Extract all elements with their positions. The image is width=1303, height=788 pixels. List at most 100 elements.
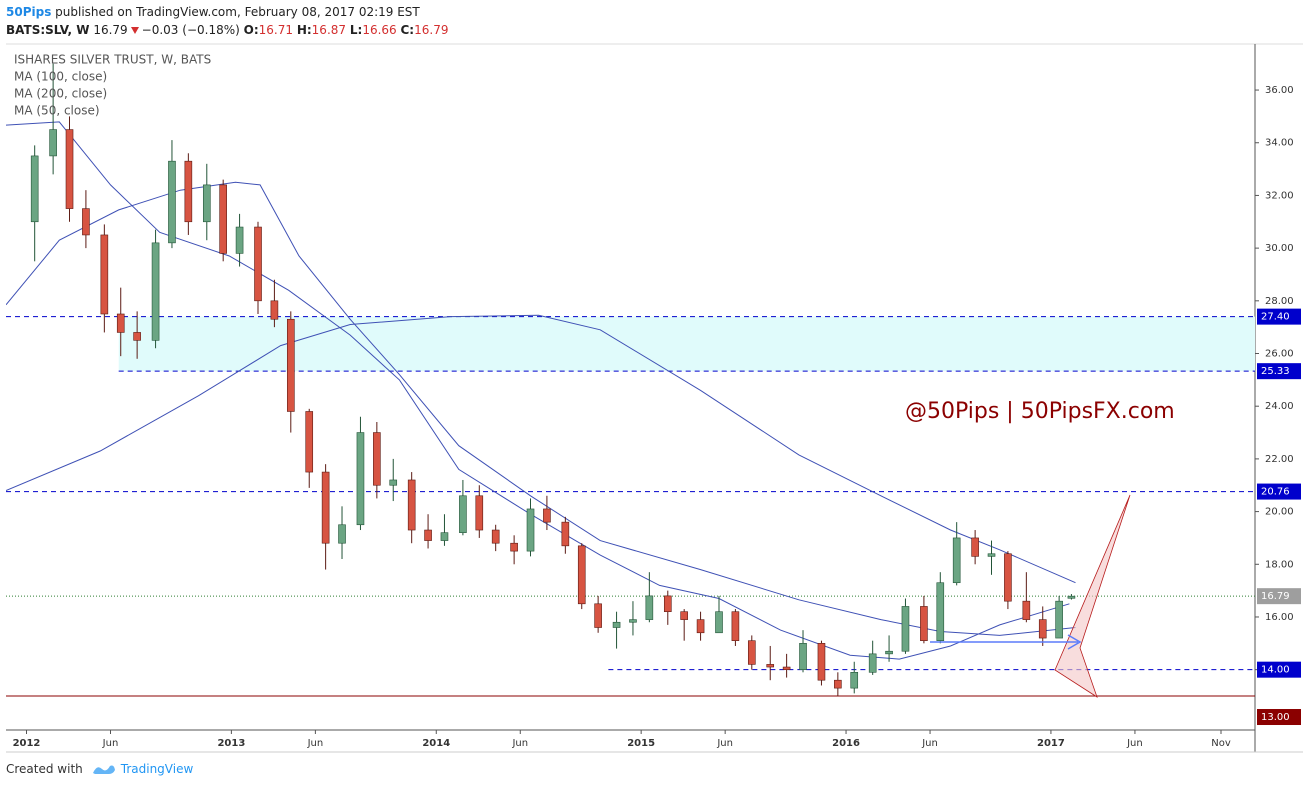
y-tick-label: 16.00 <box>1265 612 1294 623</box>
ma-line <box>6 314 1076 584</box>
y-tick-label: 20.00 <box>1265 507 1294 518</box>
candle-body <box>407 479 416 531</box>
candle-body <box>254 226 262 302</box>
change: −0.03 (−0.18%) <box>141 23 240 37</box>
candle-body <box>475 495 484 531</box>
ma-line <box>6 121 1070 660</box>
candle-body <box>782 666 791 670</box>
candle-body <box>184 160 193 223</box>
candle-body <box>987 553 996 557</box>
candle-body <box>817 643 826 681</box>
y-tick-label: 32.00 <box>1265 190 1294 201</box>
candle-body <box>82 208 90 236</box>
candle-body <box>305 411 314 473</box>
footer: Created with TradingView <box>6 762 193 776</box>
logo <box>92 765 115 774</box>
level-badge <box>1257 588 1301 605</box>
symbol: BATS:SLV, W <box>6 23 90 37</box>
x-tick-label: 2014 <box>422 738 450 749</box>
candle-body <box>799 643 807 670</box>
candle-body <box>680 611 688 620</box>
c-label: C: <box>400 23 415 37</box>
level-badge <box>1257 483 1301 500</box>
candle-body <box>577 545 586 605</box>
candle-body <box>373 432 381 486</box>
l-label: L: <box>349 23 363 37</box>
candle-body <box>491 529 500 544</box>
last: 16.79 <box>93 23 128 37</box>
level-badge <box>1257 363 1301 380</box>
y-tick-label: 18.00 <box>1265 559 1294 570</box>
arrow-head <box>1067 634 1082 650</box>
candle-body <box>133 332 141 341</box>
candle-body <box>645 595 654 620</box>
candle-body <box>920 606 928 641</box>
candle-body <box>116 313 125 333</box>
x-tick-label: 2017 <box>1037 738 1065 749</box>
candle-body <box>747 640 756 665</box>
candle-body <box>594 603 602 628</box>
x-tick-label: Jun <box>716 738 733 749</box>
level-badge <box>1257 308 1301 325</box>
quote-line: BATS:SLV, W 16.79 −0.03 (−0.18%) O:16.71 … <box>6 21 448 39</box>
legend-title: ISHARES SILVER TRUST, W, BATS <box>14 53 211 67</box>
c-value: 16.79 <box>414 23 449 37</box>
candle-body <box>459 495 467 533</box>
level-badge <box>1257 709 1301 726</box>
author[interactable]: 50Pips <box>6 5 52 19</box>
candle-body <box>219 184 227 254</box>
candle-body <box>1004 553 1012 602</box>
candle-body <box>424 529 432 541</box>
x-tick-label: Nov <box>1211 738 1231 749</box>
candle-body <box>543 508 551 523</box>
legend-entry: MA (50, close) <box>14 104 100 118</box>
watermark: @50Pips | 50PipsFX.com <box>905 399 1175 424</box>
candle-body <box>151 242 160 341</box>
candle-body <box>952 537 961 584</box>
candle-body <box>356 432 365 526</box>
published: published on TradingView.com, February 0… <box>55 5 420 19</box>
legend-entry: MA (100, close) <box>14 70 107 84</box>
level-label: 13.00 <box>1261 712 1290 723</box>
candle-body <box>971 537 979 557</box>
candle-body <box>696 619 705 634</box>
x-tick-label: 2015 <box>627 738 655 749</box>
y-tick-label: 24.00 <box>1265 401 1294 412</box>
candle-body <box>526 508 535 552</box>
legend-entry: MA (200, close) <box>14 87 107 101</box>
candle-body <box>850 672 859 689</box>
h-value: 16.87 <box>311 23 347 37</box>
o-value: 16.71 <box>258 23 293 37</box>
candle-body <box>612 621 621 628</box>
candle-body <box>1022 600 1031 620</box>
brand[interactable]: TradingView <box>120 762 194 776</box>
created-with: Created with <box>6 762 83 776</box>
candle-body <box>561 521 570 547</box>
y-tick-label: 30.00 <box>1265 243 1294 254</box>
candle-body <box>338 524 346 544</box>
h-label: H: <box>296 23 312 37</box>
candle-body <box>885 650 893 655</box>
candle-body <box>834 679 842 689</box>
candle-body <box>510 542 518 552</box>
candle-body <box>1067 595 1076 599</box>
candle-body <box>766 664 775 668</box>
candle-body <box>731 611 740 641</box>
candle-body <box>715 611 723 634</box>
chart: ISHARES SILVER TRUST, W, BATS @50Pips | … <box>6 43 1303 753</box>
level-label: 16.79 <box>1261 591 1290 602</box>
candle-body <box>65 129 74 209</box>
candle-body <box>100 234 109 315</box>
candle-body <box>49 129 57 157</box>
level-label: 14.00 <box>1261 665 1290 676</box>
projection-shape <box>1054 494 1131 698</box>
logo-cloud <box>92 765 115 774</box>
drawings <box>930 494 1131 698</box>
y-tick-label: 26.00 <box>1265 349 1294 360</box>
x-tick-label: Jun <box>102 738 119 749</box>
candle-body <box>663 595 672 613</box>
y-tick-label: 36.00 <box>1265 85 1294 96</box>
x-tick-label: Jun <box>1126 738 1143 749</box>
candle-body <box>389 479 398 486</box>
x-tick-label: 2012 <box>13 738 41 749</box>
